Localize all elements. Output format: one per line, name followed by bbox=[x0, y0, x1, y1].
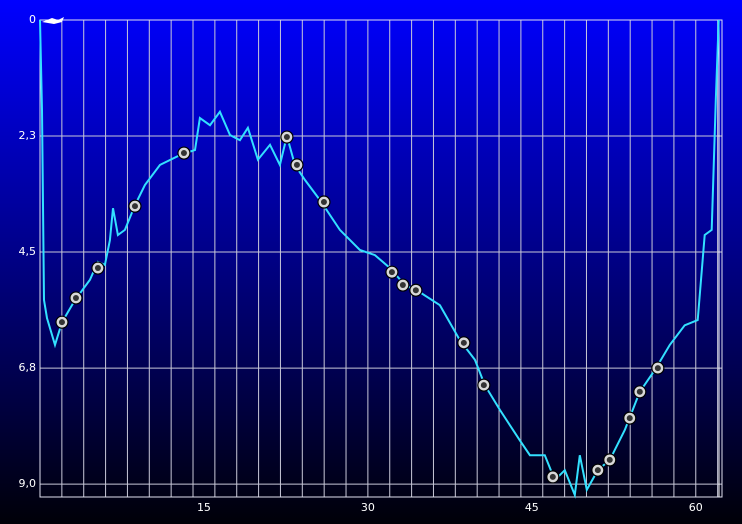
x-tick-label: 60 bbox=[689, 501, 703, 514]
event-marker-core bbox=[72, 294, 79, 301]
event-marker-core bbox=[626, 415, 633, 422]
event-marker bbox=[603, 453, 617, 467]
event-marker-core bbox=[594, 467, 601, 474]
event-marker bbox=[177, 146, 191, 160]
event-marker-core bbox=[94, 265, 101, 272]
event-marker-core bbox=[412, 287, 419, 294]
event-marker-core bbox=[131, 203, 138, 210]
event-marker-core bbox=[549, 473, 556, 480]
event-marker-core bbox=[654, 365, 661, 372]
event-marker bbox=[69, 291, 83, 305]
diver-icon bbox=[42, 17, 64, 24]
plot-border bbox=[39, 19, 723, 498]
event-marker bbox=[317, 195, 331, 209]
event-marker bbox=[91, 261, 105, 275]
event-marker-core bbox=[293, 161, 300, 168]
event-marker-core bbox=[480, 382, 487, 389]
event-marker-core bbox=[636, 388, 643, 395]
event-marker bbox=[290, 158, 304, 172]
event-marker bbox=[457, 336, 471, 350]
event-marker-core bbox=[460, 339, 467, 346]
event-marker bbox=[128, 199, 142, 213]
event-marker-core bbox=[180, 150, 187, 157]
event-marker-core bbox=[606, 456, 613, 463]
y-tick-label: 6,8 bbox=[19, 361, 37, 374]
grid bbox=[39, 19, 723, 498]
y-tick-label: 2,3 bbox=[19, 129, 37, 142]
event-marker-core bbox=[388, 269, 395, 276]
event-marker bbox=[546, 470, 560, 484]
event-marker bbox=[633, 385, 647, 399]
event-marker bbox=[477, 378, 491, 392]
y-tick-label: 9,0 bbox=[19, 477, 37, 490]
event-marker-core bbox=[399, 282, 406, 289]
event-marker-core bbox=[283, 134, 290, 141]
event-marker-core bbox=[58, 319, 65, 326]
event-marker bbox=[409, 283, 423, 297]
y-tick-label: 0 bbox=[29, 13, 36, 26]
event-marker bbox=[651, 361, 665, 375]
x-tick-label: 45 bbox=[525, 501, 539, 514]
event-marker bbox=[280, 130, 294, 144]
x-tick-label: 15 bbox=[197, 501, 211, 514]
event-marker bbox=[385, 265, 399, 279]
plot bbox=[39, 19, 720, 499]
y-tick-label: 4,5 bbox=[19, 245, 37, 258]
event-marker bbox=[396, 278, 410, 292]
event-marker bbox=[623, 411, 637, 425]
event-marker-core bbox=[320, 199, 327, 206]
x-tick-label: 30 bbox=[361, 501, 375, 514]
event-marker bbox=[591, 463, 605, 477]
event-marker bbox=[55, 315, 69, 329]
